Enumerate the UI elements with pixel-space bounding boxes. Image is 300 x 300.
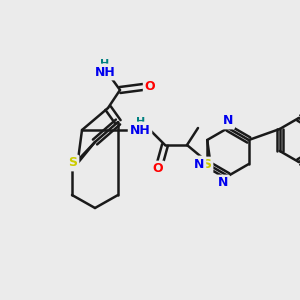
Text: H: H [136,117,146,127]
Text: O: O [153,163,163,176]
Text: NH: NH [94,65,116,79]
Text: S: S [68,157,77,169]
Text: O: O [145,80,155,92]
Text: NH: NH [130,124,150,136]
Text: N: N [223,115,233,128]
Text: H: H [100,59,109,69]
Text: N: N [194,158,204,170]
Text: S: S [202,158,211,172]
Text: N: N [218,176,228,190]
